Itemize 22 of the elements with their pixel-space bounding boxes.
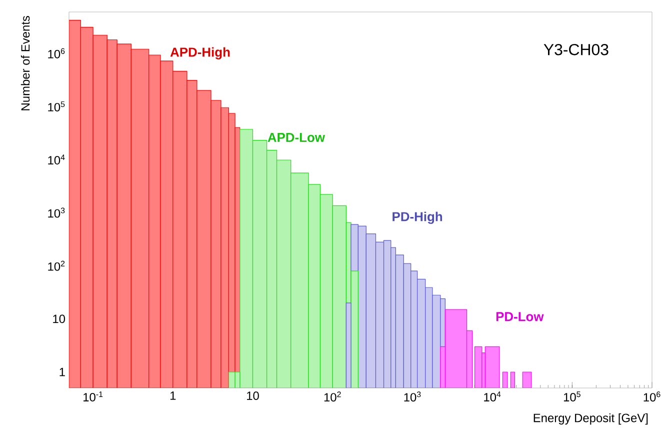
series-label: PD-Low: [496, 312, 544, 322]
x-tick-label: 10$^{5}$: [564, 392, 580, 402]
y-tick-label: 10$^{5}$: [48, 101, 65, 112]
x-tick-label: 10$^{2}$: [324, 392, 341, 402]
y-tick-label: 10$^{2}$: [48, 260, 65, 271]
series-label: PD-High: [392, 212, 442, 224]
x-axis-title: Energy Deposit [GeV]: [534, 413, 648, 425]
y-axis-title: Number of Events: [20, 16, 30, 110]
y-tick-label: 10$^{4}$: [48, 154, 65, 165]
y-tick-label: 10$^{6}$: [48, 48, 65, 58]
x-tick-label: 1: [170, 392, 176, 400]
y-tick-label: 10$^{3}$: [48, 208, 65, 218]
x-tick-label: 10$^{-1}$: [84, 392, 103, 402]
series-label: APD-Low: [268, 132, 325, 142]
x-tick-label: 10: [247, 392, 259, 400]
text: Y3-CH03: [544, 44, 608, 56]
x-tick-label: 10$^{3}$: [404, 392, 421, 402]
y-tick-label: 10: [53, 314, 66, 324]
x-tick-label: 10$^{6}$: [644, 392, 660, 402]
y-tick-label: 1: [60, 368, 65, 376]
x-tick-label: 10$^{4}$: [484, 392, 501, 402]
series-label: APD-High: [170, 47, 230, 60]
